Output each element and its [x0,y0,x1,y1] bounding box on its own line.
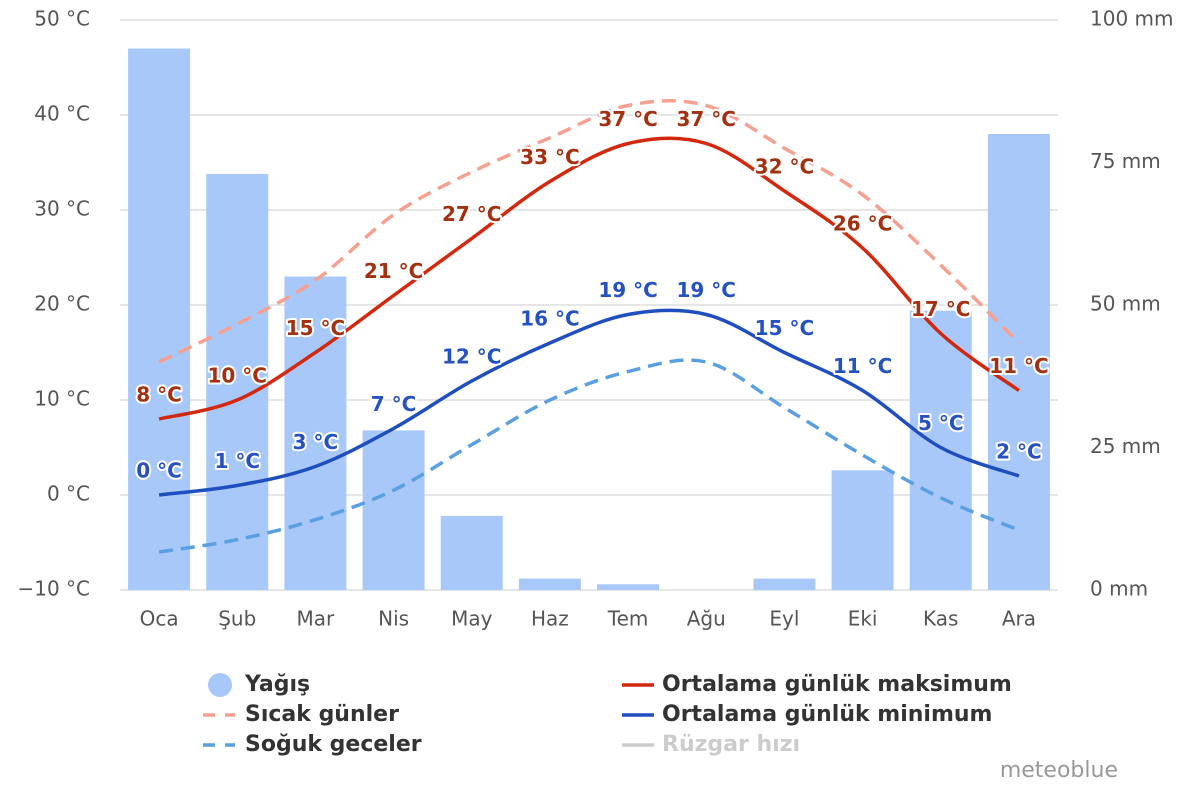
bar [206,173,269,590]
data-label: 2 °C [996,440,1042,464]
y2-tick-label: 50 mm [1090,292,1161,316]
data-label: 8 °C [136,383,182,407]
data-label: 15 °C [755,316,814,340]
legend-swatch [208,673,232,697]
bar [597,584,660,590]
legend-label: Sıcak günler [245,702,399,727]
data-label: 37 °C [677,107,736,131]
y2-tick-label: 25 mm [1090,434,1161,458]
legend-item: Ortalama günlük minimum [622,702,992,727]
x-tick-label: Oca [140,607,179,631]
bar [518,578,581,590]
x-tick-label: Mar [297,607,336,631]
x-tick-label: Tem [607,607,649,631]
bar [753,578,816,590]
y-tick-label: 20 °C [34,292,90,316]
data-label: 10 °C [208,364,267,388]
data-label: 0 °C [136,459,182,483]
x-tick-label: Kas [923,607,958,631]
legend-item: Ortalama günlük maksimum [622,672,1012,697]
bar [128,48,191,590]
legend-label: Yağış [244,672,310,697]
legend-item: Soğuk geceler [203,732,422,757]
watermark: meteoblue [1000,758,1118,783]
y2-tick-label: 75 mm [1090,149,1161,173]
data-label: 33 °C [520,145,579,169]
line [158,136,1020,421]
data-label: 27 °C [442,202,501,226]
y-tick-label: 0 °C [47,482,90,506]
bar [440,515,503,590]
y2-tick-label: 100 mm [1090,7,1174,31]
bar [909,310,972,590]
data-label: 11 °C [989,354,1048,378]
y-tick-label: −10 °C [17,577,90,601]
data-label: 19 °C [598,278,657,302]
data-label: 15 °C [286,316,345,340]
y-tick-label: 30 °C [34,197,90,221]
x-tick-label: Haz [531,607,569,631]
data-label: 19 °C [677,278,736,302]
bar [987,134,1050,590]
data-label: 37 °C [598,107,657,131]
y-tick-label: 10 °C [34,387,90,411]
bar [362,430,425,590]
data-label: 11 °C [833,354,892,378]
data-label: 5 °C [918,411,964,435]
y-tick-label: 40 °C [34,102,90,126]
data-label: 16 °C [520,307,579,331]
y2-tick-label: 0 mm [1090,577,1148,601]
y-tick-label: 50 °C [34,7,90,31]
legend-item: Yağış [208,672,310,697]
x-tick-label: Ara [1002,607,1036,631]
data-label: 32 °C [755,155,814,179]
line [158,358,1020,554]
x-tick-label: Şub [218,607,256,631]
data-label: 21 °C [364,259,423,283]
data-label: 7 °C [371,392,417,416]
data-label: 1 °C [214,449,260,473]
bar [831,470,894,590]
legend-item: Sıcak günler [203,702,399,727]
bar [284,276,347,590]
legend-label: Rüzgar hızı [662,732,800,757]
x-tick-label: May [451,607,493,631]
data-label: 12 °C [442,345,501,369]
data-label: 26 °C [833,212,892,236]
x-tick-label: Nis [378,607,409,631]
data-label: 3 °C [293,430,339,454]
line [158,308,1020,497]
legend-label: Ortalama günlük minimum [662,702,992,727]
legend-label: Soğuk geceler [245,732,422,757]
legend-label: Ortalama günlük maksimum [662,672,1012,697]
data-label: 17 °C [911,297,970,321]
x-tick-label: Eki [848,607,878,631]
x-tick-label: Eyl [769,607,799,631]
x-tick-label: Ağu [687,607,726,631]
line [158,99,1021,364]
